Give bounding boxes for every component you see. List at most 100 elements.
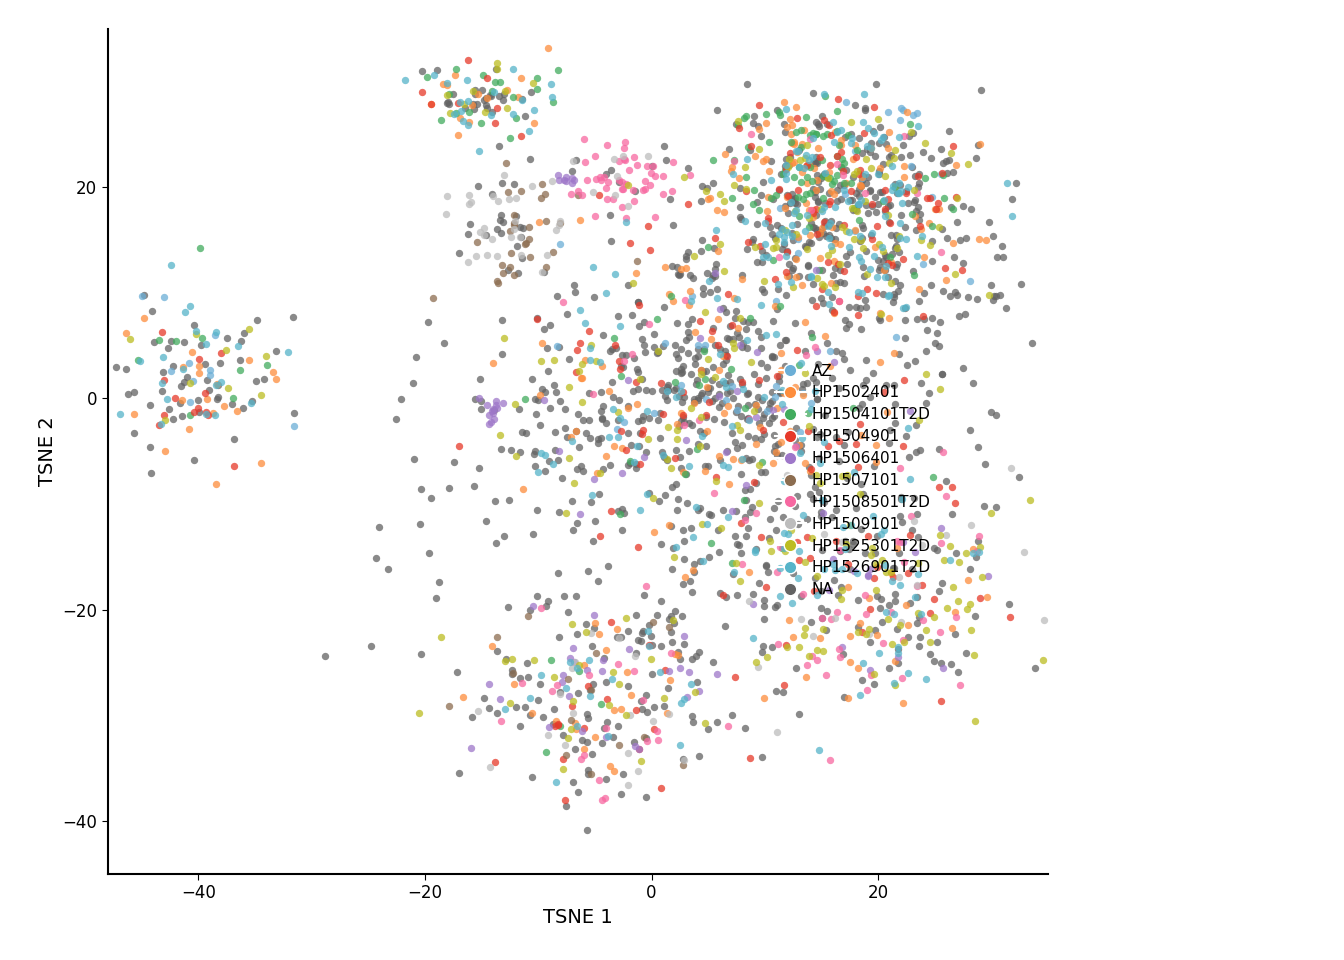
Point (716, 509, 738, 524)
Point (612, 466, 633, 481)
Point (141, 303, 163, 319)
Point (517, 669, 539, 684)
Point (852, 259, 874, 275)
Point (582, 533, 603, 548)
Point (672, 384, 694, 399)
Point (671, 365, 692, 380)
Point (786, 535, 808, 550)
Point (805, 207, 827, 223)
Point (465, 391, 487, 406)
Point (482, 189, 504, 204)
Point (402, 375, 423, 391)
Point (739, 593, 761, 609)
Point (493, 86, 515, 102)
Point (531, 668, 552, 684)
Point (968, 544, 989, 560)
Point (724, 154, 746, 169)
Point (564, 152, 586, 167)
Point (714, 406, 735, 421)
Point (165, 333, 187, 348)
Point (560, 721, 582, 736)
Point (179, 407, 200, 422)
Point (698, 380, 719, 396)
Point (821, 290, 843, 305)
Point (468, 179, 489, 194)
Point (874, 262, 895, 277)
Point (233, 400, 254, 416)
Point (613, 506, 634, 521)
Point (923, 201, 945, 216)
Point (714, 263, 735, 278)
Point (210, 355, 231, 371)
Point (632, 701, 653, 716)
Point (875, 270, 896, 285)
Point (825, 502, 847, 517)
Point (478, 407, 500, 422)
Point (720, 555, 742, 570)
Point (898, 449, 919, 465)
Point (617, 425, 638, 441)
Point (250, 455, 271, 470)
Point (625, 461, 646, 476)
Point (669, 267, 691, 282)
Point (880, 276, 902, 291)
Point (878, 199, 899, 214)
Point (735, 169, 757, 184)
Point (809, 450, 831, 466)
Point (746, 216, 767, 231)
Point (753, 154, 774, 169)
Point (583, 730, 605, 745)
Point (519, 602, 540, 617)
Point (845, 300, 867, 315)
Point (708, 544, 730, 560)
Point (857, 169, 879, 184)
Point (921, 310, 942, 325)
Point (644, 339, 665, 354)
Point (794, 620, 816, 636)
Point (560, 712, 582, 728)
Point (875, 203, 896, 218)
Point (569, 439, 590, 454)
Point (878, 311, 899, 326)
Point (624, 149, 645, 164)
Point (906, 579, 927, 594)
Point (832, 646, 853, 661)
Point (602, 191, 624, 206)
Point (801, 174, 823, 189)
Point (500, 442, 521, 457)
Point (836, 468, 857, 483)
Point (419, 96, 441, 111)
Point (810, 153, 832, 168)
Point (660, 645, 681, 660)
Point (766, 102, 788, 117)
Point (720, 378, 742, 394)
Point (902, 522, 923, 538)
Point (970, 83, 992, 98)
Point (612, 360, 633, 375)
Point (798, 419, 820, 434)
Point (675, 248, 696, 263)
Point (832, 519, 853, 535)
Point (681, 708, 703, 724)
Point (888, 535, 910, 550)
Point (766, 378, 788, 394)
Point (594, 169, 616, 184)
Point (747, 389, 769, 404)
Point (800, 463, 821, 478)
Point (632, 409, 653, 424)
Point (453, 97, 474, 112)
Point (831, 562, 852, 577)
Point (152, 365, 173, 380)
Point (599, 457, 621, 472)
Point (817, 254, 839, 270)
Point (492, 257, 513, 273)
Point (913, 250, 934, 265)
Point (714, 344, 735, 359)
Point (579, 430, 601, 445)
Point (646, 312, 668, 327)
Point (659, 619, 680, 635)
Point (847, 288, 868, 303)
Point (781, 540, 802, 555)
Point (585, 353, 606, 369)
Point (832, 534, 853, 549)
